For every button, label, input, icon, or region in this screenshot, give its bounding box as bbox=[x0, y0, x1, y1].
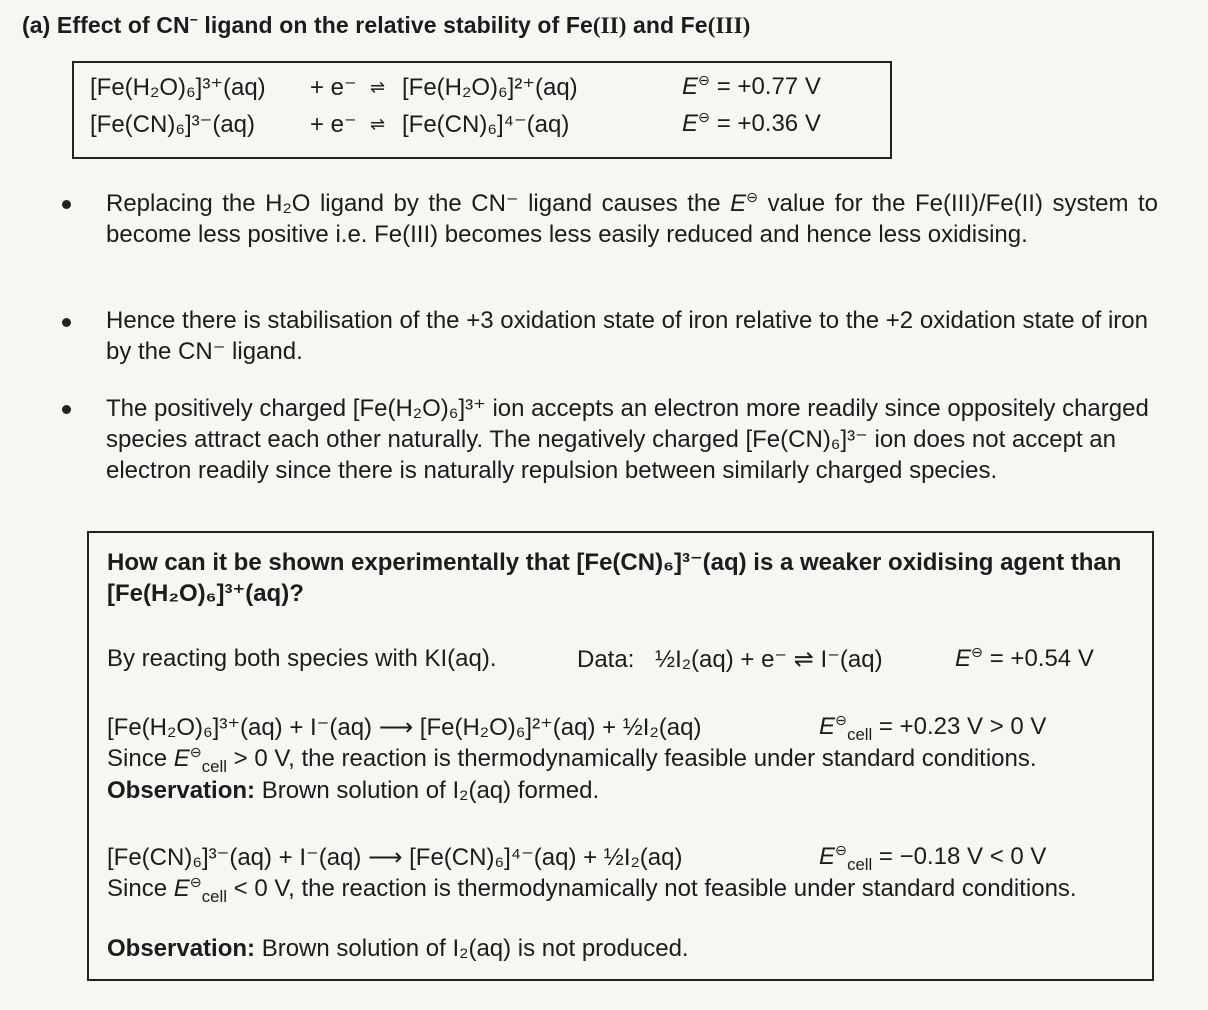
bullet-point-3: The positively charged [Fe(H₂O)₆]³⁺ ion … bbox=[106, 395, 1149, 484]
answer-intro-line: By reacting both species with KI(aq). bbox=[107, 645, 497, 673]
reaction-2-observation: Observation: Brown solution of I₂(aq) is… bbox=[107, 935, 689, 962]
bullet-dot-icon bbox=[62, 200, 71, 209]
data-electrode-potential: E⊖ = +0.54 V bbox=[955, 645, 1094, 672]
heading-prefix: (a) Effect of CN bbox=[22, 12, 190, 38]
section-heading: (a) Effect of CN− ligand on the relative… bbox=[22, 12, 750, 39]
reaction-2-since: Since E⊖cell < 0 V, the reaction is ther… bbox=[107, 875, 1077, 906]
equilibrium-arrow-icon: ⇌ bbox=[370, 77, 386, 97]
reaction-1-observation: Observation: Brown solution of I₂(aq) fo… bbox=[107, 777, 600, 804]
cyano-electron: + e⁻ bbox=[310, 111, 357, 138]
data-line: Data: ½I₂(aq) + e⁻ ⇌ I⁻(aq) bbox=[577, 645, 883, 674]
question-title: How can it be shown experimentally that … bbox=[107, 549, 1122, 607]
aqua-lhs: [Fe(H₂O)₆]³⁺(aq) bbox=[90, 74, 266, 101]
heading-cn-charge: − bbox=[189, 12, 198, 28]
reaction-2-ecell: E⊖cell = −0.18 V < 0 V bbox=[819, 843, 1047, 874]
bullet-dot-icon bbox=[62, 405, 71, 414]
half-equation-cyano: [Fe(CN)₆]³⁻(aq) + e⁻ ⇌ [Fe(CN)₆]⁴⁻(aq) E… bbox=[90, 110, 880, 146]
answer-intro: By reacting both species with KI(aq). bbox=[107, 645, 497, 672]
bullet-point-1: Replacing the H₂O ligand by the CN⁻ liga… bbox=[106, 190, 1158, 248]
half-equations-box: [Fe(H₂O)₆]³⁺(aq) + e⁻ ⇌ [Fe(H₂O)₆]²⁺(aq)… bbox=[72, 61, 892, 159]
bullet-dot-icon bbox=[62, 318, 71, 327]
reaction-1-equation: [Fe(H₂O)₆]³⁺(aq) + I⁻(aq) ⟶ [Fe(H₂O)₆]²⁺… bbox=[107, 714, 702, 741]
heading-ox1: (II) bbox=[592, 13, 627, 38]
cyano-electrode-potential: E⊖ = +0.36 V bbox=[682, 110, 821, 137]
aqua-electron: + e⁻ bbox=[310, 74, 357, 101]
data-label: Data: bbox=[577, 646, 635, 673]
equilibrium-arrow-icon: ⇌ bbox=[370, 114, 386, 134]
aqua-electrode-potential: E⊖ = +0.77 V bbox=[682, 73, 821, 100]
bullet-point-2: Hence there is stabilisation of the +3 o… bbox=[106, 307, 1148, 365]
aqua-rhs: [Fe(H₂O)₆]²⁺(aq) bbox=[402, 74, 578, 101]
reaction-1-ecell: E⊖cell = +0.23 V > 0 V bbox=[819, 713, 1047, 744]
heading-mid: ligand on the relative stability of Fe bbox=[197, 12, 593, 38]
heading-and: and Fe bbox=[626, 12, 708, 38]
heading-ox2: (III) bbox=[707, 13, 751, 38]
cyano-rhs: [Fe(CN)₆]⁴⁻(aq) bbox=[402, 111, 570, 138]
data-equation: ½I₂(aq) + e⁻ ⇌ I⁻(aq) bbox=[655, 646, 883, 673]
cyano-lhs: [Fe(CN)₆]³⁻(aq) bbox=[90, 111, 256, 138]
reaction-1-since: Since E⊖cell > 0 V, the reaction is ther… bbox=[107, 745, 1037, 776]
half-equation-aqua: [Fe(H₂O)₆]³⁺(aq) + e⁻ ⇌ [Fe(H₂O)₆]²⁺(aq)… bbox=[90, 73, 880, 109]
question-box: How can it be shown experimentally that … bbox=[87, 531, 1154, 981]
reaction-2-equation: [Fe(CN)₆]³⁻(aq) + I⁻(aq) ⟶ [Fe(CN)₆]⁴⁻(a… bbox=[107, 844, 683, 871]
